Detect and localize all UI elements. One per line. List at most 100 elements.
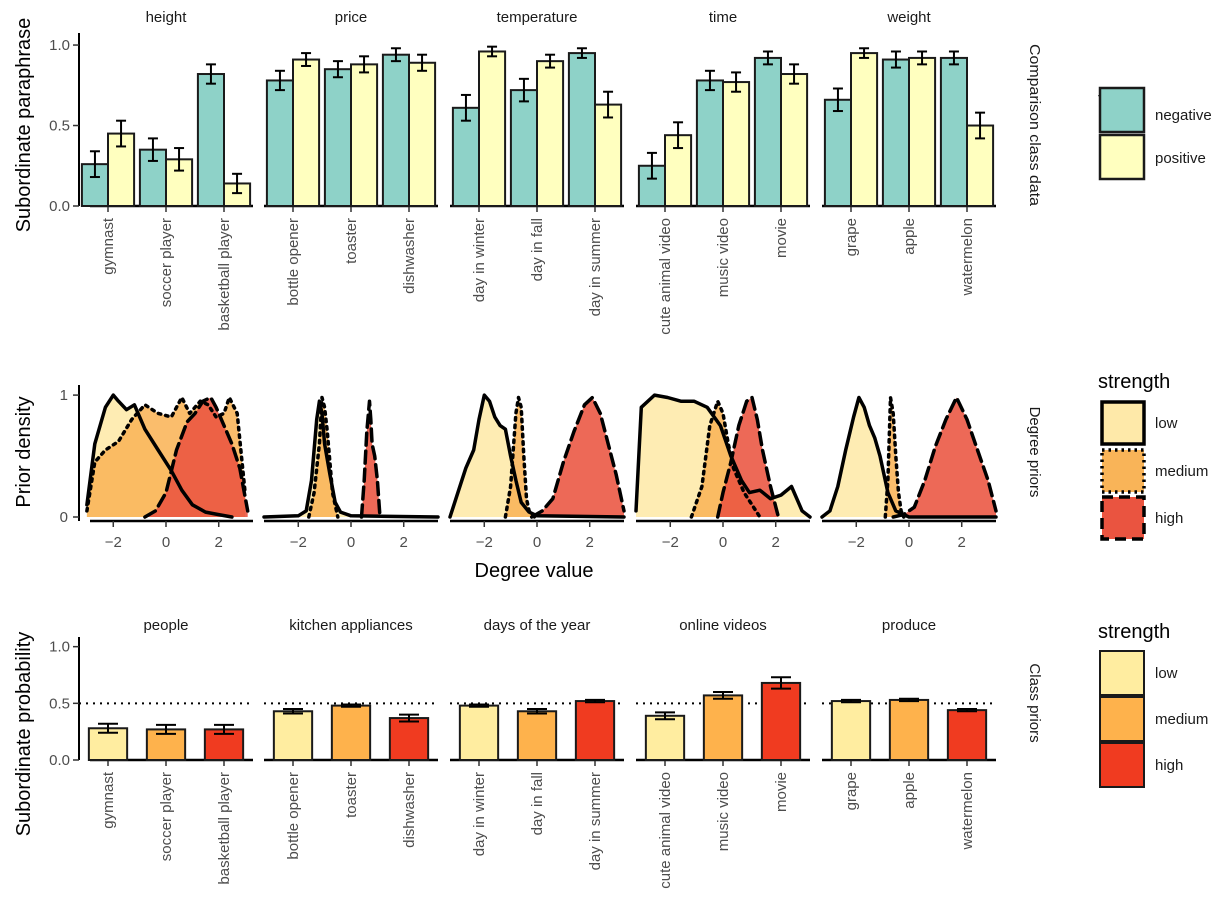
r2-x-tick-label: 2: [215, 534, 223, 551]
r2-x-tick-label: 2: [772, 534, 780, 551]
r3-facet-title: kitchen appliances: [289, 617, 412, 634]
r2-density-line-high: [891, 395, 998, 519]
row2-y-axis-label: Prior density: [13, 396, 35, 507]
r1-x-tick-label: watermelon: [959, 218, 976, 297]
r1-facet-time: time cute animal video music video movie: [636, 9, 810, 335]
r1-x-tick-label: cute animal video: [657, 218, 674, 335]
r1-bar-negative: [509, 89, 538, 207]
r2-x-tick-label: −2: [848, 534, 865, 551]
legend-form: form negative positive: [1098, 86, 1212, 181]
r1-facet-weight: weight grape apple watermelon: [822, 9, 996, 297]
r3-x-tick-label: cute animal video: [657, 772, 674, 889]
legend-class-key-high: [1099, 742, 1145, 788]
r1-bar-positive: [966, 124, 995, 207]
r1-x-tick-label: movie: [773, 218, 790, 258]
r3-x-tick-label: watermelon: [959, 772, 976, 851]
r2-density-line-medium: [85, 395, 247, 513]
r1-x-tick-label: basketball player: [216, 218, 233, 331]
row1-strip-label: Comparison class data: [1026, 44, 1043, 207]
r2-density-line-low: [634, 393, 812, 519]
r3-x-tick-label: music video: [715, 772, 732, 851]
r2-density-line-low: [448, 393, 626, 519]
r2-facet-height: −2 0 2: [85, 393, 253, 551]
r3-facet-title: days of the year: [484, 617, 591, 634]
r2-density-fill-high: [893, 397, 996, 517]
r2-density-fill-high: [144, 397, 248, 517]
r1-x-tick-label: day in winter: [471, 218, 488, 302]
r2-facet-time: −2 0 2: [634, 393, 812, 551]
r3-x-tick-label: gymnast: [100, 771, 117, 829]
r3-bar-medium: [888, 698, 930, 762]
r3-bar-high: [574, 700, 616, 761]
r2-density-fill-low: [822, 397, 996, 517]
legend-class-key-low: [1099, 650, 1145, 696]
r2-x-tick-label: 0: [347, 534, 355, 551]
r1-bar-positive: [292, 58, 321, 207]
legend-class-strength-title: strength: [1098, 621, 1170, 643]
r1-facet-title: time: [709, 9, 737, 26]
r2-density-fill-low: [450, 395, 624, 517]
r1-facet-title: price: [335, 9, 368, 26]
legend-prior-label-high: high: [1155, 510, 1183, 527]
r2-density-fill-high: [361, 401, 380, 517]
legend-form-key-negative: [1098, 86, 1146, 134]
r3-bar-high: [388, 717, 430, 761]
r1-bar-positive: [478, 50, 507, 207]
r3-facet-title: people: [143, 617, 188, 634]
r1-bar-negative: [823, 98, 853, 207]
r3-bar-medium: [702, 694, 744, 762]
r2-density-fill-low: [264, 401, 438, 517]
r1-facet-temperature: temperature day in winter day in fall day i…: [450, 9, 624, 316]
r2-density-line-high: [143, 395, 250, 519]
r2-x-tick-label: 0: [719, 534, 727, 551]
r1-bar-positive: [408, 61, 437, 207]
r1-y-tick-label: 0.0: [49, 198, 70, 215]
r1-x-tick-label: soccer player: [158, 218, 175, 307]
r1-bar-negative: [323, 68, 352, 207]
r2-x-tick-label: 0: [905, 534, 913, 551]
r3-y-tick-label: 0.5: [49, 695, 70, 712]
row2-x-axis-label: Degree value: [475, 560, 594, 582]
r3-bar-low: [830, 700, 872, 761]
r1-bar-positive: [536, 60, 565, 208]
r3-facet-kitchen-appliances: kitchen appliances bottle opener toaster di…: [264, 617, 438, 860]
r2-density-fill-high: [717, 397, 779, 517]
r3-x-tick-label: basketball player: [216, 772, 233, 885]
legend-prior-strength: strength low medium high: [1098, 371, 1208, 541]
r2-x-tick-label: 0: [533, 534, 541, 551]
legend-class-label-low: low: [1155, 665, 1178, 682]
r1-bar-negative: [881, 58, 911, 207]
r1-bar-positive: [350, 63, 379, 207]
r2-x-tick-label: 2: [400, 534, 408, 551]
r2-y-tick-label: 1: [60, 387, 68, 404]
legend-prior-label-medium: medium: [1155, 463, 1208, 480]
r2-facet-temperature: −2 0 2: [448, 393, 626, 551]
r2-density-line-medium: [883, 395, 906, 519]
r1-x-tick-label: dishwasher: [401, 218, 418, 294]
r2-density-line-low: [820, 395, 998, 519]
r2-density-line-low: [85, 393, 234, 519]
r2-density-line-high: [715, 395, 781, 519]
r3-x-tick-label: day in summer: [587, 772, 604, 870]
r1-bar-positive: [908, 56, 937, 207]
r2-density-line-high: [359, 399, 382, 519]
r3-y-tick-label: 1.0: [49, 639, 70, 656]
r2-density-line-low: [262, 399, 440, 519]
r2-density-line-high: [529, 395, 626, 519]
r1-bar-positive: [722, 81, 751, 207]
r3-x-tick-label: dishwasher: [401, 772, 418, 848]
r1-bar-negative: [695, 79, 725, 207]
legend-class-key-medium: [1099, 696, 1145, 742]
r1-x-tick-label: day in summer: [587, 218, 604, 316]
r1-x-tick-label: toaster: [343, 218, 360, 264]
r2-x-tick-label: 2: [958, 534, 966, 551]
r2-x-tick-label: −2: [476, 534, 493, 551]
legend-class-label-medium: medium: [1155, 711, 1208, 728]
legend-prior-strength-title: strength: [1098, 371, 1170, 393]
r3-x-tick-label: day in fall: [529, 772, 546, 835]
r1-bar-negative: [381, 53, 410, 208]
chart-marks: 0.0 0.5 1.0 height gymnast soccer player baske…: [49, 9, 998, 889]
r2-facet-price: −2 0 2: [262, 395, 440, 551]
r3-x-tick-label: toaster: [343, 772, 360, 818]
